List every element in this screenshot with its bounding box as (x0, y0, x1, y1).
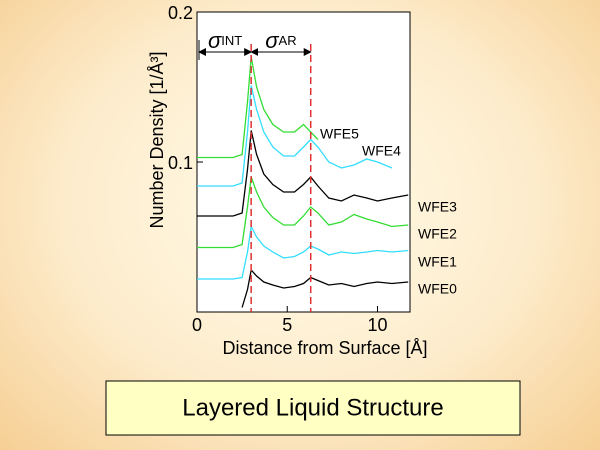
plot-area (196, 11, 411, 313)
x-tick-label: 10 (367, 315, 387, 335)
series-label: WFE1 (418, 254, 457, 270)
annotation-symbol: σ (265, 28, 279, 53)
series-label: WFE2 (418, 226, 457, 242)
series-line (241, 268, 409, 308)
title-box (105, 380, 521, 436)
annotation: σINT (208, 28, 242, 53)
x-tick-label: 5 (282, 315, 292, 335)
x-axis-label: Distance from Surface [Å] (222, 338, 427, 358)
series-label: WFE4 (362, 143, 401, 159)
slide-title: Layered Liquid Structure (182, 394, 444, 421)
annotation-sub: INT (221, 33, 242, 48)
y-tick-label: 0.1 (168, 153, 193, 173)
series-label: WFE3 (418, 199, 457, 215)
series-label: WFE5 (320, 126, 359, 142)
series-line (197, 56, 319, 159)
annotation-sub: AR (279, 33, 297, 48)
annotation: σAR (265, 28, 296, 53)
series-line (197, 130, 409, 217)
y-tick-label: 0.2 (168, 3, 193, 23)
series-line (197, 224, 409, 280)
series-line (197, 85, 393, 187)
series-line (197, 176, 409, 249)
x-tick-label: 0 (192, 315, 202, 335)
annotation-symbol: σ (208, 28, 222, 53)
series-label: WFE0 (418, 281, 457, 297)
y-axis-label: Number Density [1/Å³] (147, 51, 167, 228)
